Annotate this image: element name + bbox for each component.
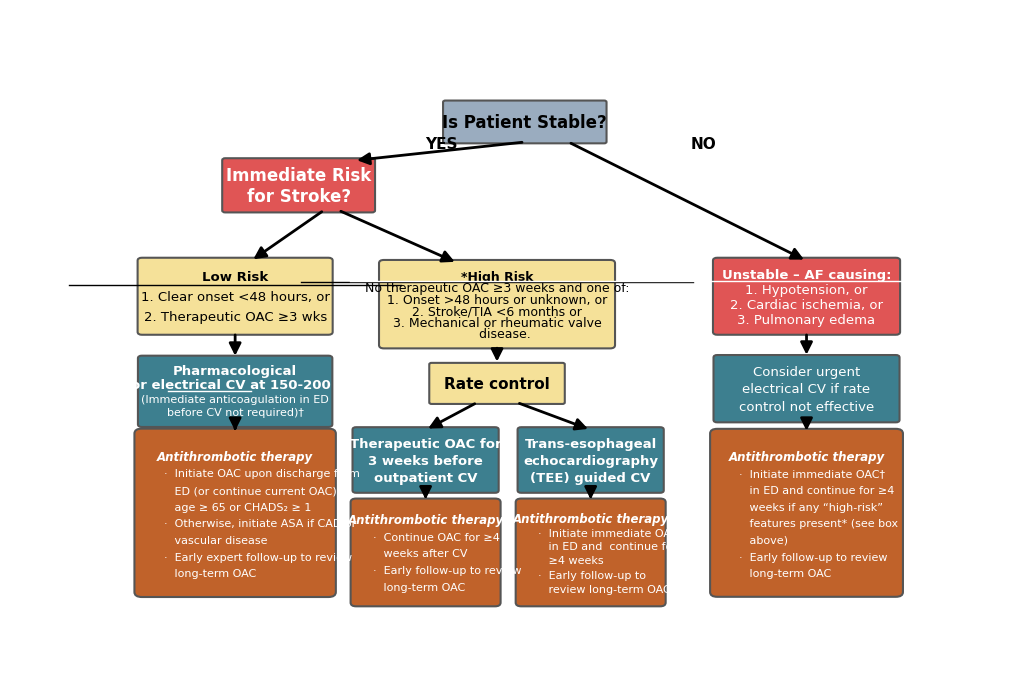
Text: weeks after CV: weeks after CV bbox=[373, 549, 467, 560]
Text: electrical CV if rate: electrical CV if rate bbox=[742, 383, 870, 397]
Text: Immediate Risk: Immediate Risk bbox=[226, 167, 372, 185]
Text: NO: NO bbox=[690, 137, 716, 152]
Text: control not effective: control not effective bbox=[739, 401, 874, 414]
Text: in ED and continue for ≥4: in ED and continue for ≥4 bbox=[738, 486, 894, 496]
Text: (Immediate anticoagulation in ED: (Immediate anticoagulation in ED bbox=[141, 394, 329, 405]
Text: Consider urgent: Consider urgent bbox=[753, 366, 860, 379]
Text: ·  Continue OAC for ≥4: · Continue OAC for ≥4 bbox=[373, 532, 500, 543]
Text: Low Risk: Low Risk bbox=[202, 271, 268, 284]
FancyBboxPatch shape bbox=[134, 429, 336, 597]
Text: features present* (see box: features present* (see box bbox=[738, 519, 898, 530]
Text: or electrical CV at 150-200 J: or electrical CV at 150-200 J bbox=[130, 379, 340, 392]
FancyBboxPatch shape bbox=[352, 427, 499, 493]
Text: Pharmacological: Pharmacological bbox=[173, 366, 297, 379]
Text: 3. Pulmonary edema: 3. Pulmonary edema bbox=[737, 314, 876, 327]
FancyBboxPatch shape bbox=[516, 499, 666, 606]
FancyBboxPatch shape bbox=[710, 429, 903, 597]
Text: above): above) bbox=[738, 536, 787, 546]
Text: No therapeutic OAC ≥3 weeks and one of:: No therapeutic OAC ≥3 weeks and one of: bbox=[365, 282, 630, 295]
Text: disease.: disease. bbox=[463, 328, 530, 341]
FancyBboxPatch shape bbox=[222, 158, 375, 213]
Text: before CV not required)†: before CV not required)† bbox=[167, 408, 303, 418]
Text: weeks if any “high-risk”: weeks if any “high-risk” bbox=[738, 503, 883, 512]
Text: ·  Initiate immediate OAC†: · Initiate immediate OAC† bbox=[538, 528, 684, 539]
Text: 1. Hypotension, or: 1. Hypotension, or bbox=[745, 284, 867, 296]
Text: ·  Early expert follow-up to review: · Early expert follow-up to review bbox=[164, 553, 352, 563]
Text: 2. Cardiac ischemia, or: 2. Cardiac ischemia, or bbox=[730, 298, 883, 311]
FancyBboxPatch shape bbox=[517, 427, 664, 493]
Text: ·  Early follow-up to: · Early follow-up to bbox=[538, 571, 646, 580]
Text: 2. Therapeutic OAC ≥3 wks: 2. Therapeutic OAC ≥3 wks bbox=[143, 311, 327, 324]
Text: (TEE) guided CV: (TEE) guided CV bbox=[530, 472, 651, 485]
Text: Antithrombotic therapy: Antithrombotic therapy bbox=[157, 451, 313, 464]
Text: Unstable – AF causing:: Unstable – AF causing: bbox=[722, 269, 891, 282]
Text: vascular disease: vascular disease bbox=[164, 536, 267, 546]
Text: echocardiography: echocardiography bbox=[523, 455, 658, 468]
Text: ·  Otherwise, initiate ASA if CAD or: · Otherwise, initiate ASA if CAD or bbox=[164, 519, 356, 530]
Text: 3 weeks before: 3 weeks before bbox=[369, 455, 483, 468]
Text: Antithrombotic therapy: Antithrombotic therapy bbox=[728, 451, 885, 464]
Text: ·  Initiate OAC upon discharge from: · Initiate OAC upon discharge from bbox=[164, 469, 360, 480]
Text: 1. Clear onset <48 hours, or: 1. Clear onset <48 hours, or bbox=[140, 291, 330, 304]
Text: outpatient CV: outpatient CV bbox=[374, 472, 477, 485]
FancyBboxPatch shape bbox=[138, 355, 333, 427]
Text: in ED and  continue for: in ED and continue for bbox=[538, 543, 677, 552]
FancyBboxPatch shape bbox=[443, 101, 606, 143]
Text: ·  Initiate immediate OAC†: · Initiate immediate OAC† bbox=[738, 469, 885, 480]
Text: YES: YES bbox=[425, 137, 458, 152]
Text: Rate control: Rate control bbox=[444, 377, 550, 392]
Text: Trans-esophageal: Trans-esophageal bbox=[524, 438, 656, 451]
Text: ·  Early follow-up to review: · Early follow-up to review bbox=[373, 567, 521, 576]
FancyBboxPatch shape bbox=[714, 355, 899, 423]
Text: ED (or continue current OAC) if: ED (or continue current OAC) if bbox=[164, 486, 347, 496]
FancyBboxPatch shape bbox=[137, 258, 333, 335]
Text: Is Patient Stable?: Is Patient Stable? bbox=[442, 114, 607, 132]
Text: 2. Stroke/TIA <6 months or: 2. Stroke/TIA <6 months or bbox=[412, 305, 582, 318]
Text: ≥4 weeks: ≥4 weeks bbox=[538, 556, 603, 567]
Text: Therapeutic OAC for: Therapeutic OAC for bbox=[350, 438, 502, 451]
Text: Antithrombotic therapy: Antithrombotic therapy bbox=[347, 514, 504, 528]
FancyBboxPatch shape bbox=[350, 499, 501, 606]
Text: 3. Mechanical or rheumatic valve: 3. Mechanical or rheumatic valve bbox=[392, 316, 601, 329]
Text: *High Risk: *High Risk bbox=[461, 271, 534, 283]
FancyBboxPatch shape bbox=[429, 363, 565, 404]
Text: Antithrombotic therapy: Antithrombotic therapy bbox=[513, 513, 669, 525]
Text: long-term OAC: long-term OAC bbox=[164, 569, 257, 579]
Text: ·  Early follow-up to review: · Early follow-up to review bbox=[738, 553, 887, 563]
Text: long-term OAC: long-term OAC bbox=[373, 583, 465, 593]
FancyBboxPatch shape bbox=[713, 258, 900, 335]
Text: for Stroke?: for Stroke? bbox=[247, 188, 350, 206]
Text: age ≥ 65 or CHADS₂ ≥ 1: age ≥ 65 or CHADS₂ ≥ 1 bbox=[164, 503, 311, 512]
Text: 1. Onset >48 hours or unknown, or: 1. Onset >48 hours or unknown, or bbox=[387, 294, 607, 307]
Text: review long-term OAC: review long-term OAC bbox=[538, 584, 671, 595]
Text: long-term OAC: long-term OAC bbox=[738, 569, 830, 579]
FancyBboxPatch shape bbox=[379, 260, 615, 348]
